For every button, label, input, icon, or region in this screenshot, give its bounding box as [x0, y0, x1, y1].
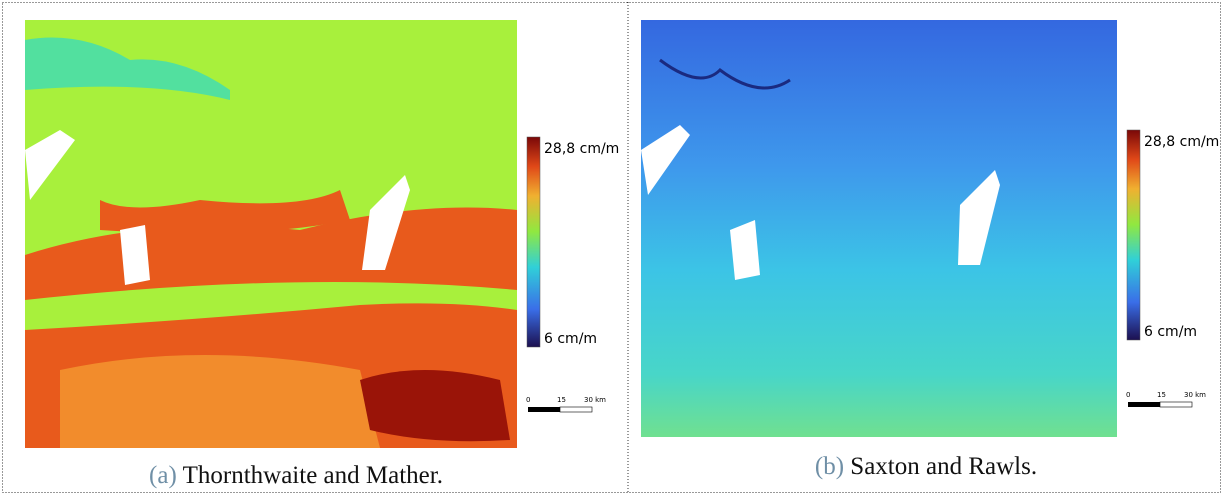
scale-label: 30 km: [1184, 391, 1206, 399]
caption-label: (a): [149, 462, 177, 489]
scale-label: 0: [526, 396, 530, 404]
colorbar-max: 28,8 cm/m: [544, 141, 619, 157]
map-a: [25, 20, 517, 448]
colorbar: [1126, 129, 1141, 341]
caption-text: Saxton and Rawls.: [850, 453, 1037, 480]
caption-text: Thornthwaite and Mather.: [183, 462, 443, 489]
caption-label: (b): [815, 453, 844, 480]
scale-label: 0: [1126, 391, 1130, 399]
colorbar-min: 6 cm/m: [544, 331, 597, 347]
caption: (b) Saxton and Rawls.: [815, 453, 1037, 480]
colorbar-max: 28,8 cm/m: [1144, 134, 1219, 150]
scale-label: 30 km: [584, 396, 606, 404]
caption: (a) Thornthwaite and Mather.: [149, 462, 443, 489]
scalebar: 0 15 30 km: [526, 396, 606, 413]
scalebar: 0 15 30 km: [1126, 391, 1206, 408]
scale-label: 15: [1157, 391, 1166, 399]
colorbar-min: 6 cm/m: [1144, 324, 1197, 340]
scale-label: 15: [557, 396, 566, 404]
map-b: [641, 20, 1117, 437]
colorbar: [526, 136, 541, 348]
